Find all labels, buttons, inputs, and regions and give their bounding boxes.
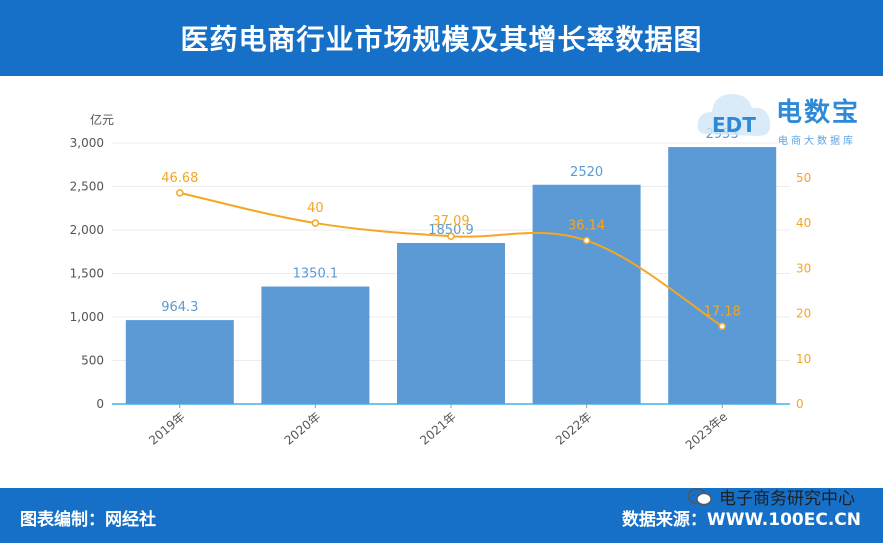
bar	[532, 184, 641, 404]
bar	[668, 147, 777, 405]
y2-tick-label: 10	[796, 352, 811, 366]
footer: 图表编制：网经社 数据来源：WWW.100EC.CN 电子商务研究中心	[0, 487, 883, 543]
y-tick-label: 2,000	[70, 223, 104, 237]
line-point	[718, 322, 726, 331]
x-tick-label: 2021年	[417, 410, 459, 448]
y-tick-label: 2,500	[70, 180, 104, 194]
x-tick-label: 2019年	[146, 410, 188, 448]
bar-data-label: 2520	[570, 165, 603, 180]
chart-svg: 亿元 0 500 1,000 1,500 2,000 2,500 3,000 0 10 20 30 40…	[70, 112, 812, 453]
footer-source: 数据来源：WWW.100EC.CN	[621, 510, 861, 530]
x-tick-label: 2020年	[282, 410, 324, 448]
y-tick-label: 1,500	[70, 267, 104, 281]
bar	[125, 320, 234, 404]
line-point	[447, 232, 455, 240]
bar-data-label: 964.3	[161, 300, 198, 315]
x-tick-label: 2023年e	[683, 410, 730, 453]
y2-tick-label: 40	[796, 216, 811, 230]
line-point	[311, 219, 320, 227]
title-bar: 医药电商行业市场规模及其增长率数据图	[0, 0, 883, 76]
line-data-label: 37.09	[432, 214, 469, 229]
watermark-name: 电数宝	[776, 98, 861, 128]
line-data-label: 17.18	[704, 304, 741, 319]
line-point	[582, 236, 591, 245]
y-tick-label: 3,000	[70, 136, 104, 150]
line-data-label: 46.68	[161, 171, 198, 186]
watermark-subtitle: 电商大数据库	[778, 136, 856, 147]
chart-title: 医药电商行业市场规模及其增长率数据图	[180, 23, 703, 56]
y-tick-label: 500	[81, 354, 104, 368]
bar	[397, 242, 505, 404]
wechat-icon	[687, 487, 712, 505]
line-data-label: 36.14	[568, 219, 605, 234]
cloud-logo-icon: EDT	[697, 94, 771, 137]
y-axis-unit: 亿元	[90, 112, 114, 127]
wechat-name: 电子商务研究中心	[719, 489, 855, 509]
y2-tick-label: 50	[796, 171, 811, 185]
y2-tick-label: 30	[796, 261, 811, 275]
footer-credit: 图表编制：网经社	[20, 510, 156, 530]
watermark: EDT 电数宝 电商大数据库	[696, 82, 876, 154]
x-tick-label: 2022年	[553, 410, 595, 448]
y-tick-label: 0	[96, 397, 104, 411]
bar-data-label: 1350.1	[293, 267, 339, 282]
y2-tick-label: 0	[796, 397, 804, 411]
wechat-account: 电子商务研究中心	[687, 484, 855, 509]
bar	[261, 286, 370, 404]
bar-data-label: 1850.9	[428, 223, 474, 238]
line-data-label: 40	[307, 201, 324, 216]
watermark-logo-text: EDT	[712, 113, 756, 137]
y-tick-label: 1,000	[70, 310, 104, 324]
chart-area: 亿元 0 500 1,000 1,500 2,000 2,500 3,000 0 10 20 30 40…	[0, 76, 883, 488]
y2-tick-label: 20	[796, 307, 811, 321]
line-point	[176, 189, 184, 197]
